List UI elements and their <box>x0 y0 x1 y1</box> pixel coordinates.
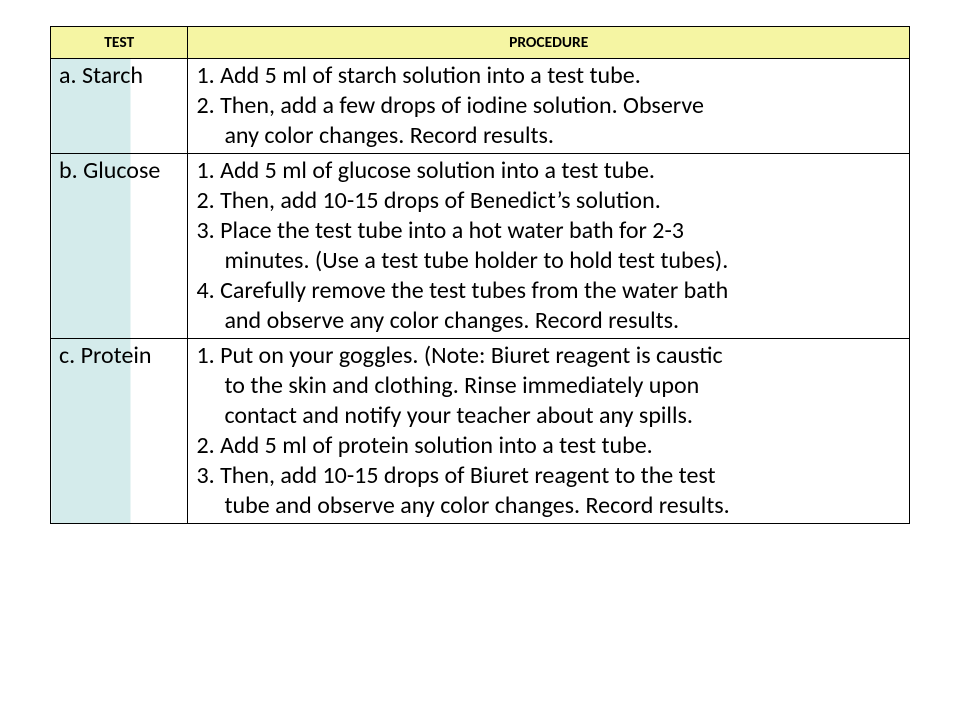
slide: TEST PROCEDURE a. Starch 1. Add 5 ml of s… <box>0 0 960 720</box>
procedure-line: 4. Carefully remove the test tubes from … <box>196 276 903 306</box>
procedure-line: 3. Then, add 10-15 drops of Biuret reage… <box>196 461 903 491</box>
procedure-line: 2. Then, add a few drops of iodine solut… <box>196 91 903 121</box>
procedure-cell: 1. Put on your goggles. (Note: Biuret re… <box>188 339 910 524</box>
procedure-line: minutes. (Use a test tube holder to hold… <box>196 246 903 276</box>
procedure-line: 3. Place the test tube into a hot water … <box>196 216 903 246</box>
procedure-line: contact and notify your teacher about an… <box>196 401 903 431</box>
col-header-test: TEST <box>51 27 188 59</box>
procedure-cell: 1. Add 5 ml of starch solution into a te… <box>188 59 910 154</box>
table-row: c. Protein 1. Put on your goggles. (Note:… <box>51 339 910 524</box>
procedure-line: 2. Then, add 10-15 drops of Benedict’s s… <box>196 186 903 216</box>
procedure-line: to the skin and clothing. Rinse immediat… <box>196 371 903 401</box>
procedure-line: any color changes. Record results. <box>196 121 903 151</box>
table-row: b. Glucose 1. Add 5 ml of glucose solutio… <box>51 154 910 339</box>
col-header-procedure: PROCEDURE <box>188 27 910 59</box>
procedure-line: tube and observe any color changes. Reco… <box>196 491 903 521</box>
procedure-line: and observe any color changes. Record re… <box>196 306 903 336</box>
test-label: a. Starch <box>59 61 143 90</box>
table-body: a. Starch 1. Add 5 ml of starch solution … <box>51 59 910 524</box>
procedure-line: 2. Add 5 ml of protein solution into a t… <box>196 431 903 461</box>
table-row: a. Starch 1. Add 5 ml of starch solution … <box>51 59 910 154</box>
procedure-line: 1. Add 5 ml of starch solution into a te… <box>196 61 903 91</box>
test-cell: a. Starch <box>51 59 188 154</box>
test-cell: c. Protein <box>51 339 188 524</box>
procedure-line: 1. Add 5 ml of glucose solution into a t… <box>196 156 903 186</box>
procedure-table: TEST PROCEDURE a. Starch 1. Add 5 ml of s… <box>50 26 910 524</box>
procedure-cell: 1. Add 5 ml of glucose solution into a t… <box>188 154 910 339</box>
procedure-line: 1. Put on your goggles. (Note: Biuret re… <box>196 341 903 371</box>
test-label: b. Glucose <box>59 156 160 185</box>
test-label: c. Protein <box>59 341 152 370</box>
test-cell: b. Glucose <box>51 154 188 339</box>
table-header-row: TEST PROCEDURE <box>51 27 910 59</box>
